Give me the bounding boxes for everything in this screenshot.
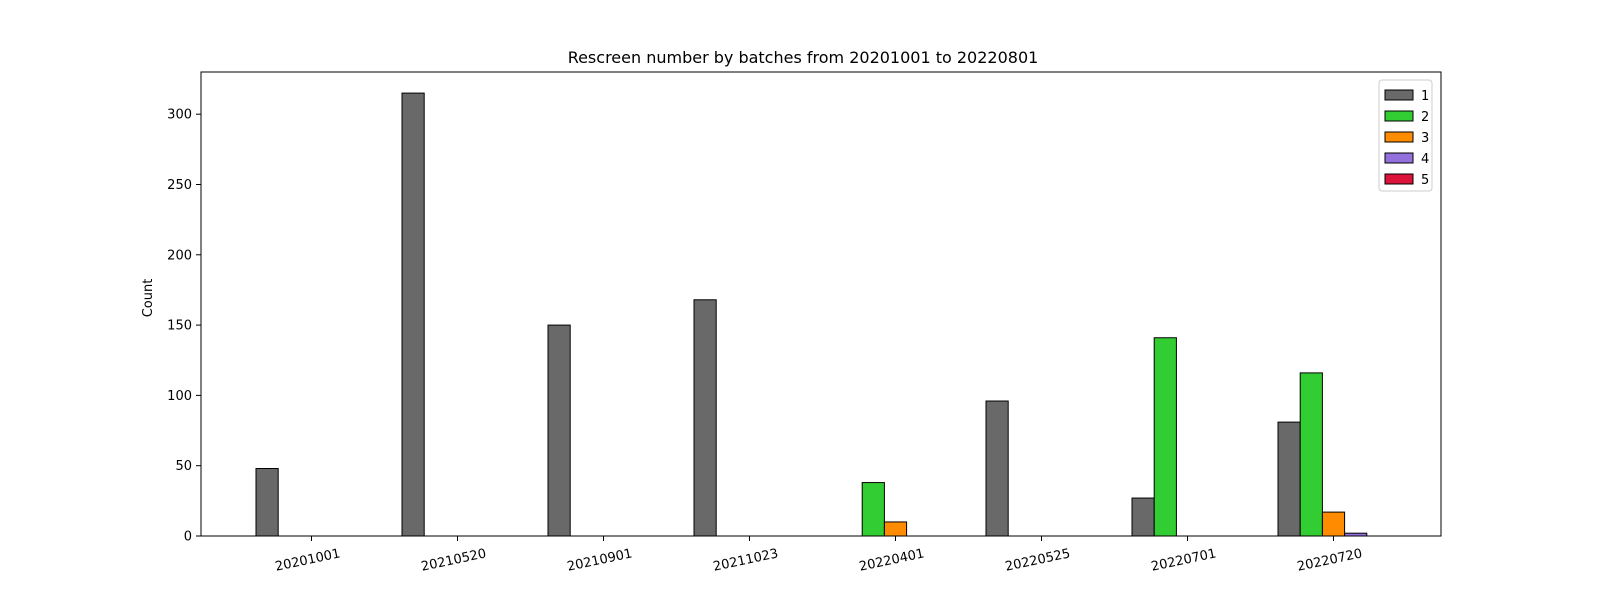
y-tick-label-0: 0 [184,530,192,545]
legend-label-5: 5 [1421,173,1429,188]
bar-20220701-series-1 [1131,497,1155,537]
legend-label-1: 1 [1421,89,1429,104]
legend: 1 2 3 4 5 [1378,79,1433,192]
x-tick-label-20201001: 20201001 [274,546,342,574]
bar-20220401-series-2 [861,482,885,537]
x-tick-label-20210901: 20210901 [566,546,634,574]
chart-title: Rescreen number by batches from 20201001… [568,48,1039,67]
y-tick-label-50: 50 [175,459,192,474]
x-axis: 20201001 20210520 20210901 20211023 20220401… [274,536,1364,575]
x-tick-label-20220701: 20220701 [1150,546,1218,574]
bar-20220701-series-2 [1153,337,1177,537]
bar-20220720-series-3 [1321,511,1346,537]
plot-frame [200,71,1442,537]
y-tick-label-300: 300 [167,108,192,123]
y-tick-label-150: 150 [167,319,192,334]
x-tick-label-20210520: 20210520 [420,546,488,574]
y-tick-label-250: 250 [167,178,192,193]
y-tick-label-100: 100 [167,389,192,404]
legend-label-3: 3 [1421,131,1429,146]
x-tick-label-20220525: 20220525 [1004,546,1072,574]
legend-label-2: 2 [1421,110,1429,125]
x-tick-label-20220401: 20220401 [858,546,926,574]
bar-20210520-series-1 [401,92,425,537]
y-tick-label-200: 200 [167,248,192,263]
bar-20210901-series-1 [547,324,571,537]
legend-swatch-1 [1384,89,1414,101]
bar-20201001-series-1 [255,468,279,537]
bar-20220720-series-1 [1277,421,1301,537]
bar-20211023-series-1 [693,299,717,537]
y-axis-label: Count [141,279,156,318]
bar-20220525-series-1 [985,400,1009,537]
x-tick-label-20220720: 20220720 [1296,546,1364,574]
legend-swatch-3 [1384,131,1414,143]
legend-swatch-2 [1384,110,1414,122]
y-axis: 0 50 100 150 200 250 300 [167,108,201,545]
legend-swatch-5 [1384,173,1414,185]
bar-20220401-series-3 [883,521,908,537]
x-tick-label-20211023: 20211023 [712,546,780,574]
bars-group [255,92,1368,537]
legend-label-4: 4 [1421,152,1429,167]
bar-20220720-series-2 [1299,372,1323,537]
legend-swatch-4 [1384,152,1414,164]
